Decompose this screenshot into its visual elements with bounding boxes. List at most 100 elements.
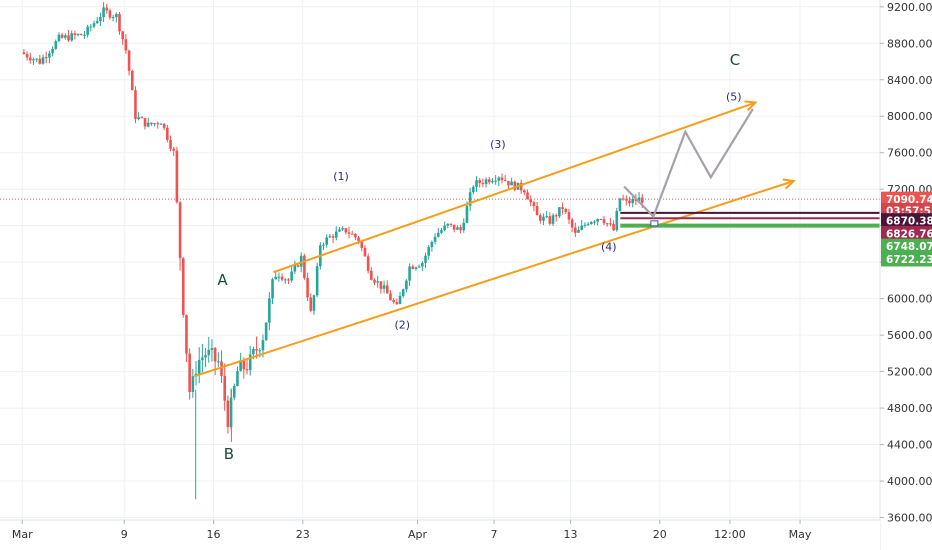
candle (411, 264, 415, 270)
candle-body (586, 224, 590, 226)
candle (605, 222, 609, 227)
candle-body (564, 208, 568, 213)
candle-body (523, 190, 526, 193)
candle (596, 218, 599, 226)
candle-body (140, 117, 144, 119)
candle (628, 196, 631, 207)
candle (86, 24, 89, 38)
candle-body (331, 236, 335, 238)
candle-body (283, 279, 287, 281)
candle (507, 180, 510, 190)
candle (108, 8, 112, 20)
candle-body (162, 123, 166, 128)
candle (201, 343, 204, 373)
candle (41, 54, 45, 65)
candle-body (153, 123, 156, 125)
y-tick-label: 5200.00 (887, 366, 932, 379)
candle (22, 49, 26, 55)
candle (551, 213, 555, 227)
candle-body (188, 353, 191, 392)
price-tag[interactable]: 6826.76 (881, 225, 932, 241)
candle-body (389, 293, 392, 301)
candle-body (532, 202, 536, 207)
candle-body (76, 34, 80, 36)
candle (589, 221, 593, 225)
candle-body (293, 265, 297, 272)
candle-body (570, 219, 574, 228)
candle-body (210, 348, 214, 350)
candle (523, 188, 526, 196)
price-tag[interactable]: 6748.07 (881, 238, 932, 254)
candle (452, 224, 456, 233)
candle (95, 16, 99, 24)
candle-body (357, 237, 360, 241)
candle (484, 177, 488, 188)
candle-body (430, 241, 434, 248)
x-tick-label: Mar (12, 528, 33, 541)
candle (226, 395, 230, 434)
horizontal-levels[interactable] (620, 211, 880, 228)
x-tick-label: 9 (121, 528, 128, 541)
candle (510, 177, 513, 186)
candle (44, 51, 48, 64)
x-tick-label: 20 (653, 528, 667, 541)
wave-projection[interactable] (623, 108, 754, 219)
candle (370, 267, 373, 281)
candle-body (44, 57, 48, 59)
candle-body (175, 150, 179, 203)
elliott-wave-letter: A (217, 271, 228, 289)
candle (309, 293, 313, 313)
candle-body (497, 177, 501, 181)
candle (414, 266, 418, 271)
candle (105, 3, 109, 14)
candle-body (631, 198, 635, 204)
candle-body (303, 255, 306, 278)
candle (401, 288, 405, 298)
elliott-wave-letter: B (224, 445, 234, 463)
price-tag[interactable]: 6722.23 (881, 251, 932, 267)
candle (54, 39, 58, 50)
candle (513, 180, 517, 192)
candle (153, 122, 156, 127)
candle-body (322, 244, 325, 246)
candle (408, 263, 411, 287)
candle-body (609, 223, 612, 225)
candle-body (538, 215, 542, 221)
candle-body (258, 350, 262, 352)
price-tag[interactable]: 6870.38 (881, 213, 932, 229)
candle (296, 264, 300, 268)
y-tick-label: 3600.00 (887, 512, 932, 525)
candle-body (554, 215, 558, 217)
candle (213, 347, 217, 376)
candle-body (111, 17, 115, 19)
candle-body (130, 70, 134, 91)
candle (363, 245, 367, 257)
candle-body (89, 26, 93, 28)
candle (561, 202, 564, 215)
candle-body (449, 223, 453, 225)
candle-body (529, 199, 533, 203)
candle (427, 245, 431, 260)
wave-label-text: (1) (333, 170, 349, 183)
projection-path[interactable] (623, 108, 754, 219)
candle (79, 33, 83, 36)
candle-body (519, 182, 523, 191)
y-tick-label: 8800.00 (887, 37, 932, 50)
candle (185, 314, 188, 363)
candle-body (427, 247, 431, 256)
candle (188, 348, 191, 400)
candle (580, 219, 584, 231)
candle-body (242, 360, 246, 370)
candle-body (306, 277, 309, 298)
candle (162, 123, 166, 131)
candle (334, 226, 338, 241)
level-handle[interactable] (650, 220, 659, 227)
candle-body (201, 357, 204, 360)
candle-body (22, 52, 26, 54)
x-tick-label: 16 (207, 528, 221, 541)
candle-body (127, 50, 131, 71)
candle-body (261, 340, 265, 351)
channel-upper-line[interactable] (273, 101, 756, 274)
candle-body (507, 180, 510, 186)
